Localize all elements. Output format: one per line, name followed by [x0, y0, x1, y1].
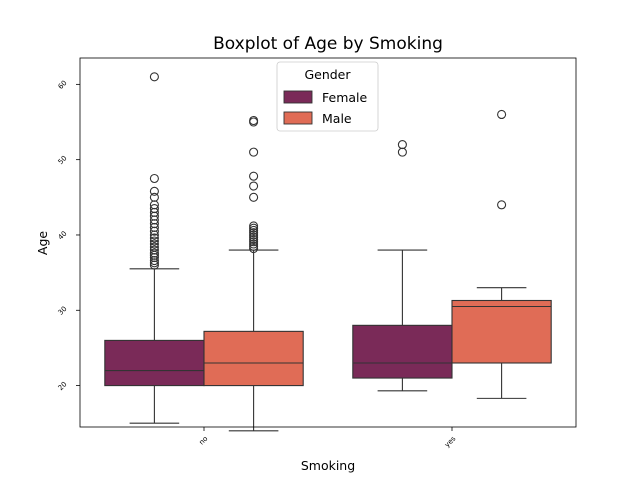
- outlier-point: [149, 248, 159, 258]
- outlier-point: [149, 186, 159, 196]
- outlier-point: [149, 245, 159, 255]
- outlier-point: [249, 181, 259, 191]
- outlier-point: [249, 232, 259, 242]
- y-axis-label: Age: [35, 231, 50, 255]
- box-iqr: [451, 299, 552, 364]
- outlier-point: [149, 204, 159, 214]
- outlier-point: [497, 109, 507, 120]
- y-tick-label: 30: [57, 305, 69, 317]
- outlier-point: [249, 228, 259, 238]
- outlier-point: [249, 147, 259, 157]
- outlier-point: [149, 233, 159, 243]
- outlier-point: [397, 140, 407, 150]
- outlier-point: [149, 236, 159, 246]
- outlier-point: [149, 242, 159, 252]
- legend-title: Gender: [304, 67, 351, 82]
- y-tick-label: 20: [57, 380, 69, 392]
- chart-title: Boxplot of Age by Smoking: [213, 34, 443, 54]
- box-iqr: [203, 330, 304, 387]
- plot-area: [104, 72, 552, 432]
- outlier-point: [397, 147, 407, 157]
- outlier-point: [149, 173, 159, 184]
- y-tick-label: 60: [57, 79, 69, 91]
- box-male-yes: [451, 109, 552, 399]
- legend: Gender Female Male: [276, 61, 379, 132]
- outlier-point: [249, 234, 259, 245]
- y-axis: 20 30 40 50 60: [57, 79, 80, 392]
- y-tick-label: 50: [57, 154, 69, 166]
- axes-frame: [79, 57, 577, 428]
- legend-label-male: Male: [322, 111, 352, 126]
- outlier-point: [249, 223, 259, 233]
- legend-swatch-male: [283, 111, 313, 125]
- outlier-point: [249, 237, 259, 247]
- x-axis-label: Smoking: [301, 458, 355, 473]
- outlier-point: [249, 115, 259, 126]
- x-tick-label: no: [198, 435, 210, 447]
- outlier-point: [249, 241, 259, 251]
- box-male-no: [203, 115, 304, 432]
- outlier-point: [249, 225, 259, 236]
- outlier-point: [149, 72, 159, 82]
- legend-label-female: Female: [322, 90, 368, 105]
- outlier-point: [249, 192, 259, 202]
- outlier-point: [149, 192, 159, 202]
- outlier-point: [149, 239, 159, 249]
- y-tick-label: 40: [57, 230, 69, 242]
- box-iqr: [104, 339, 205, 387]
- outlier-point: [249, 239, 259, 249]
- box-female-no: [104, 72, 205, 424]
- box-female-yes: [352, 140, 453, 392]
- legend-swatch-female: [283, 90, 313, 104]
- outlier-point: [249, 221, 259, 231]
- outlier-point: [249, 230, 259, 240]
- outlier-point: [249, 243, 259, 254]
- outlier-point: [249, 171, 259, 181]
- x-tick-label: yes: [443, 435, 457, 449]
- box-iqr: [352, 324, 453, 379]
- outlier-point: [497, 200, 507, 210]
